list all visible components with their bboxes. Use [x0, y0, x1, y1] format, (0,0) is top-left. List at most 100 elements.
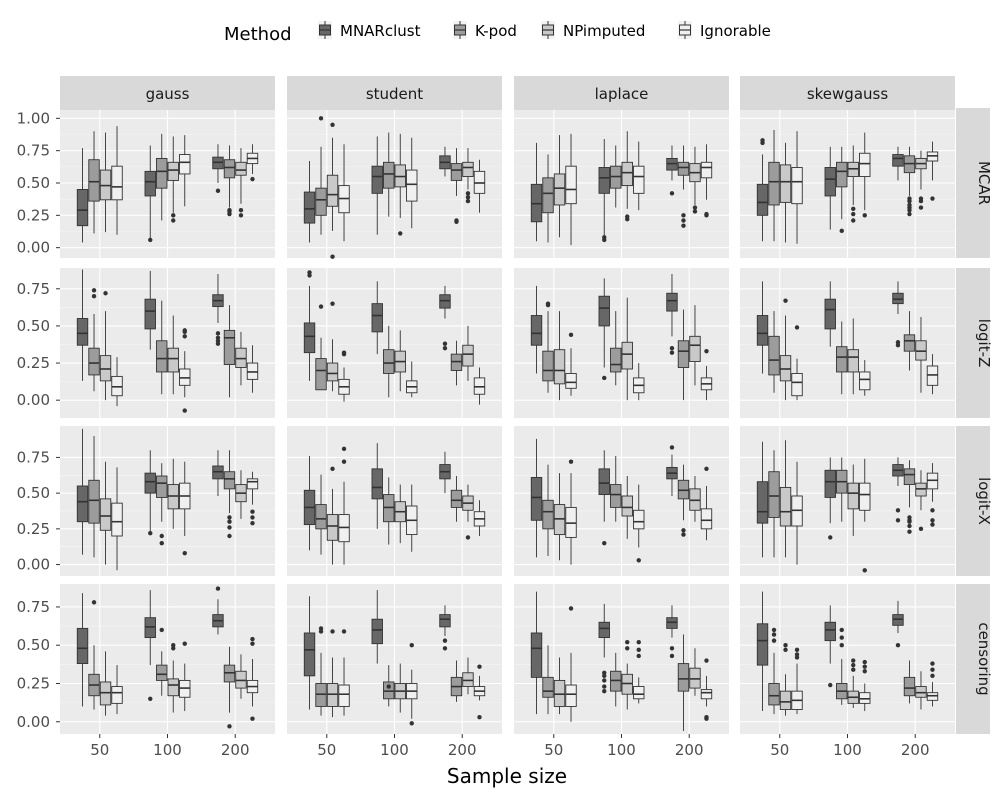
outlier-point	[862, 664, 867, 669]
box-iqr	[315, 504, 327, 530]
outlier-point	[828, 535, 833, 540]
boxplot-mnarclust	[371, 590, 383, 664]
outlier-point	[862, 213, 867, 218]
boxplot-mnarclust	[371, 443, 383, 529]
row-strip	[956, 268, 990, 418]
legend-key-npimputed	[541, 21, 555, 39]
box-iqr	[326, 514, 339, 541]
axes: 0.00 0.25 0.50 0.75 1.00 0.00 0.25 0.50 0.75 0.00…	[17, 109, 930, 759]
boxplot-k-pod	[315, 474, 327, 555]
y-tick-label: 0.50	[17, 636, 50, 654]
boxplot-npimputed	[553, 473, 566, 561]
boxplot-ignorable	[791, 647, 803, 715]
boxplot-k-pod	[542, 464, 554, 556]
box-iqr	[677, 663, 690, 692]
outlier-point	[602, 684, 607, 689]
y-tick-label: 0.75	[17, 142, 50, 160]
outlier-point	[318, 626, 324, 631]
boxplot-ignorable	[111, 126, 123, 235]
box-iqr	[450, 489, 463, 508]
boxplot-mnarclust	[76, 148, 89, 243]
boxplot-npimputed	[235, 654, 247, 699]
y-tick-label: 0.75	[17, 448, 50, 466]
boxplot-ignorable	[859, 659, 871, 712]
boxplot-npimputed	[326, 629, 339, 718]
boxplot-k-pod	[156, 627, 168, 696]
outlier-point	[454, 218, 459, 223]
box-iqr	[756, 315, 769, 346]
box-iqr	[450, 163, 463, 181]
outlier-point	[341, 350, 347, 355]
boxplot-mnarclust	[892, 146, 904, 181]
box-iqr	[167, 161, 179, 181]
outlier-point	[930, 673, 935, 679]
box-iqr	[303, 632, 316, 677]
box-iqr	[406, 169, 418, 202]
box-iqr	[768, 683, 780, 706]
boxplot-mnarclust	[666, 145, 678, 196]
boxplot-ignorable	[565, 332, 577, 396]
x-tick-label: 50	[770, 741, 789, 759]
outlier-point	[465, 195, 471, 200]
boxplot-ignorable	[473, 367, 486, 405]
boxplot-k-pod	[610, 145, 622, 208]
box-iqr	[677, 161, 690, 176]
outlier-point	[182, 334, 187, 339]
boxplot-ignorable	[700, 658, 713, 721]
boxplot-mnarclust	[756, 441, 769, 558]
outlier-point	[227, 533, 232, 539]
boxplot-ignorable	[473, 159, 486, 213]
boxplot-mnarclust	[666, 273, 678, 355]
outlier-point	[930, 518, 935, 523]
boxplot-k-pod	[677, 309, 690, 401]
outlier-point	[918, 526, 924, 532]
x-tick-label: 50	[90, 741, 109, 759]
outlier-point	[215, 331, 221, 336]
outlier-point	[851, 667, 856, 672]
boxplot-npimputed	[779, 142, 792, 243]
box-iqr	[565, 165, 577, 205]
box-iqr	[371, 618, 383, 645]
outlier-point	[828, 682, 833, 688]
outlier-point	[760, 138, 765, 143]
boxplot-k-pod	[88, 600, 100, 710]
y-tick-label: 0.25	[17, 674, 50, 692]
box-iqr	[903, 676, 916, 697]
box-iqr	[768, 161, 780, 206]
boxplot-mnarclust	[212, 273, 224, 346]
boxplot-mnarclust	[892, 600, 904, 648]
outlier-point	[91, 294, 97, 299]
box-iqr	[824, 298, 836, 330]
boxplot-npimputed	[779, 298, 792, 401]
box-iqr	[859, 152, 871, 177]
boxplot-k-pod	[903, 460, 916, 534]
box-iqr	[530, 476, 543, 521]
boxplot-k-pod	[836, 321, 848, 395]
outlier-point	[227, 207, 232, 213]
outlier-point	[704, 348, 709, 354]
boxplot-k-pod	[610, 311, 622, 386]
boxplot-ignorable	[473, 500, 486, 536]
boxplot-npimputed	[915, 317, 927, 393]
boxplot-ignorable	[565, 459, 577, 565]
boxplot-npimputed	[915, 150, 927, 210]
y-tick-label: 0.50	[17, 317, 50, 335]
outlier-point	[895, 643, 901, 648]
box-iqr	[633, 686, 645, 700]
box-iqr	[824, 469, 836, 498]
box-iqr	[779, 690, 792, 710]
boxplot-k-pod	[836, 457, 848, 522]
boxplot-ignorable	[791, 325, 803, 401]
x-tick-label: 100	[153, 741, 182, 759]
boxplot-npimputed	[167, 458, 179, 529]
box-iqr	[76, 189, 89, 227]
outlier-point	[227, 525, 232, 530]
outlier-point	[669, 350, 675, 355]
box-iqr	[791, 372, 803, 397]
box-iqr	[847, 349, 859, 373]
boxplot-mnarclust	[144, 590, 156, 701]
boxplot-ignorable	[926, 354, 939, 395]
boxplot-mnarclust	[530, 438, 543, 558]
box-iqr	[144, 170, 156, 197]
outlier-point	[895, 508, 901, 513]
